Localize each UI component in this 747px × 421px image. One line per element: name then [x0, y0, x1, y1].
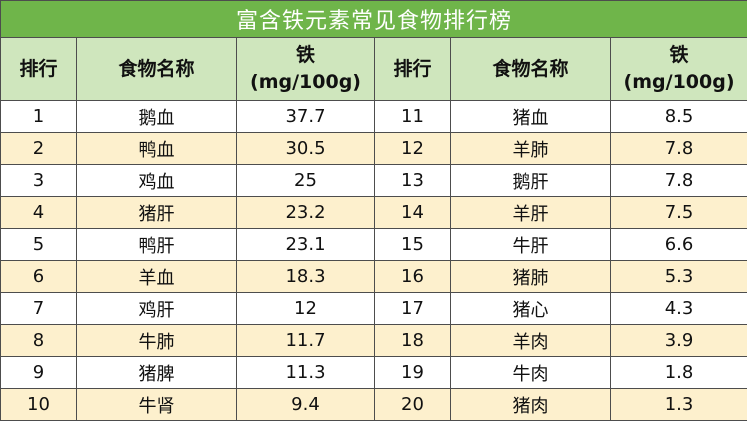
food-name-cell: 鸡肝 — [76, 292, 237, 325]
iron-value-cell: 23.2 — [236, 196, 375, 229]
table-row: 2 鸭血 30.5 12 羊肺 7.8 — [0, 132, 747, 165]
food-name-cell: 猪肺 — [450, 260, 611, 293]
rank-cell: 6 — [0, 260, 77, 293]
iron-value-cell: 37.7 — [236, 100, 375, 133]
iron-value-cell: 5.3 — [609, 260, 747, 293]
rank-cell: 7 — [0, 292, 77, 325]
iron-value-cell: 7.8 — [609, 164, 747, 197]
iron-value-cell: 12 — [236, 292, 375, 325]
table-row: 3 鸡血 25 13 鹅肝 7.8 — [0, 164, 747, 197]
iron-value-cell: 4.3 — [609, 292, 747, 325]
rank-cell: 20 — [374, 388, 451, 421]
table-row: 8 牛肺 11.7 18 羊肉 3.9 — [0, 324, 747, 357]
iron-value-cell: 3.9 — [609, 324, 747, 357]
iron-value-cell: 25 — [236, 164, 375, 197]
food-name-cell: 猪血 — [450, 100, 611, 133]
rank-cell: 15 — [374, 228, 451, 261]
table-header-row: 排行 食物名称 铁 (mg/100g) 排行 食物名称 铁 (mg/100g) — [0, 37, 747, 101]
rank-cell: 5 — [0, 228, 77, 261]
header-iron-right: 铁 (mg/100g) — [609, 37, 747, 101]
table-row: 7 鸡肝 12 17 猪心 4.3 — [0, 292, 747, 325]
rank-cell: 10 — [0, 388, 77, 421]
rank-cell: 19 — [374, 356, 451, 389]
food-name-cell: 羊血 — [76, 260, 237, 293]
food-name-cell: 牛肉 — [450, 356, 611, 389]
rank-cell: 9 — [0, 356, 77, 389]
food-name-cell: 羊肉 — [450, 324, 611, 357]
table-row: 10 牛肾 9.4 20 猪肉 1.3 — [0, 388, 747, 421]
table-row: 9 猪脾 11.3 19 牛肉 1.8 — [0, 356, 747, 389]
table-row: 1 鹅血 37.7 11 猪血 8.5 — [0, 100, 747, 133]
rank-cell: 13 — [374, 164, 451, 197]
table-row: 5 鸭肝 23.1 15 牛肝 6.6 — [0, 228, 747, 261]
iron-value-cell: 9.4 — [236, 388, 375, 421]
rank-cell: 17 — [374, 292, 451, 325]
food-name-cell: 牛肝 — [450, 228, 611, 261]
header-iron-label: 铁 — [295, 44, 315, 66]
iron-value-cell: 18.3 — [236, 260, 375, 293]
header-iron-label: 铁 — [669, 44, 689, 66]
rank-cell: 2 — [0, 132, 77, 165]
rank-cell: 12 — [374, 132, 451, 165]
food-name-cell: 鸡血 — [76, 164, 237, 197]
table-title: 富含铁元素常见食物排行榜 — [0, 0, 747, 38]
header-rank-left: 排行 — [0, 37, 77, 101]
food-name-cell: 羊肺 — [450, 132, 611, 165]
food-name-cell: 鸭血 — [76, 132, 237, 165]
rank-cell: 11 — [374, 100, 451, 133]
food-name-cell: 牛肾 — [76, 388, 237, 421]
food-name-cell: 羊肝 — [450, 196, 611, 229]
food-name-cell: 鹅血 — [76, 100, 237, 133]
rank-cell: 4 — [0, 196, 77, 229]
rank-cell: 3 — [0, 164, 77, 197]
header-iron-left: 铁 (mg/100g) — [236, 37, 375, 101]
iron-value-cell: 11.7 — [236, 324, 375, 357]
iron-value-cell: 6.6 — [609, 228, 747, 261]
food-name-cell: 鸭肝 — [76, 228, 237, 261]
table-row: 4 猪肝 23.2 14 羊肝 7.5 — [0, 196, 747, 229]
rank-cell: 14 — [374, 196, 451, 229]
iron-value-cell: 23.1 — [236, 228, 375, 261]
rank-cell: 18 — [374, 324, 451, 357]
food-name-cell: 猪肝 — [76, 196, 237, 229]
food-name-cell: 猪脾 — [76, 356, 237, 389]
header-food-name-right: 食物名称 — [450, 37, 611, 101]
iron-value-cell: 7.8 — [609, 132, 747, 165]
header-food-name-left: 食物名称 — [76, 37, 237, 101]
iron-value-cell: 30.5 — [236, 132, 375, 165]
iron-value-cell: 1.3 — [609, 388, 747, 421]
iron-value-cell: 8.5 — [609, 100, 747, 133]
table-title-row: 富含铁元素常见食物排行榜 — [0, 0, 747, 38]
table-row: 6 羊血 18.3 16 猪肺 5.3 — [0, 260, 747, 293]
header-iron-unit: (mg/100g) — [623, 71, 735, 93]
food-name-cell: 猪肉 — [450, 388, 611, 421]
food-name-cell: 猪心 — [450, 292, 611, 325]
rank-cell: 16 — [374, 260, 451, 293]
iron-value-cell: 1.8 — [609, 356, 747, 389]
header-iron-unit: (mg/100g) — [250, 71, 361, 93]
iron-value-cell: 11.3 — [236, 356, 375, 389]
food-name-cell: 牛肺 — [76, 324, 237, 357]
iron-value-cell: 7.5 — [609, 196, 747, 229]
food-name-cell: 鹅肝 — [450, 164, 611, 197]
header-rank-right: 排行 — [374, 37, 451, 101]
rank-cell: 8 — [0, 324, 77, 357]
rank-cell: 1 — [0, 100, 77, 133]
